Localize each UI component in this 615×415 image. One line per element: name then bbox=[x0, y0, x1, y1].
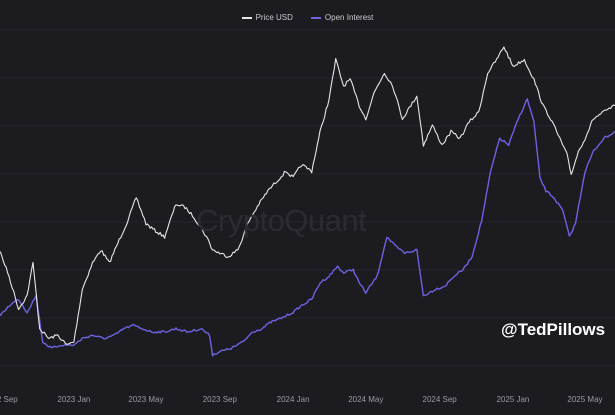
author-handle: @TedPillows bbox=[501, 320, 606, 339]
legend-item-price[interactable]: Price USD bbox=[241, 13, 293, 22]
legend-swatch-price bbox=[241, 16, 252, 19]
x-tick-label: 2024 May bbox=[348, 395, 383, 404]
legend-swatch-oi bbox=[310, 16, 321, 19]
legend-label-oi: Open Interest bbox=[324, 13, 374, 22]
legend: Price USD Open Interest bbox=[0, 13, 615, 22]
series-line-open-interest bbox=[0, 98, 615, 357]
grid bbox=[0, 29, 615, 367]
x-tick-label: 2023 Sep bbox=[203, 395, 238, 404]
x-tick-label: 2023 Jan bbox=[57, 395, 90, 404]
x-tick-label: 2022 Sep bbox=[0, 395, 18, 404]
series-line-price bbox=[0, 46, 615, 345]
legend-item-oi[interactable]: Open Interest bbox=[310, 13, 374, 22]
x-tick-label: 2025 Jan bbox=[496, 395, 529, 404]
x-tick-label: 2024 Sep bbox=[423, 395, 458, 404]
watermark: CryptoQuant bbox=[196, 203, 367, 238]
series-layer bbox=[0, 46, 615, 357]
legend-label-price: Price USD bbox=[255, 13, 293, 22]
x-tick-label: 2024 Jan bbox=[277, 395, 310, 404]
x-tick-label: 2025 May bbox=[567, 395, 602, 404]
x-tick-label: 2023 May bbox=[128, 395, 163, 404]
x-axis: 2022 Sep 2023 Jan 2023 May 2023 Sep 2024 Jan… bbox=[0, 395, 603, 404]
